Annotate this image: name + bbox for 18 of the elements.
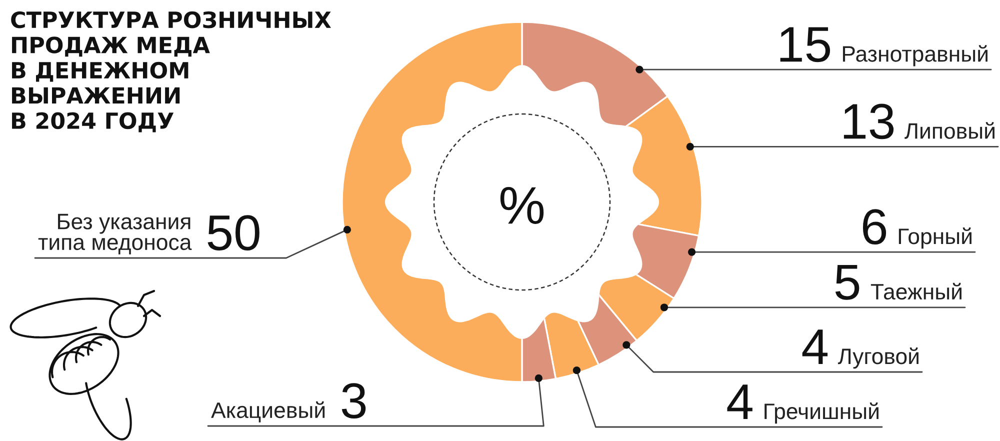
data-label: 3 xyxy=(342,383,366,418)
slice-label: Горный xyxy=(898,228,972,249)
slice-label: Липовый xyxy=(904,122,994,139)
data-label: 15 xyxy=(780,27,830,62)
data-label: 4 xyxy=(802,330,828,364)
slice-label: Гречишный xyxy=(764,402,878,424)
data-label: 50 xyxy=(208,215,260,250)
data-label: 5 xyxy=(835,264,860,300)
text: % xyxy=(500,187,544,224)
data-label: 4 xyxy=(727,384,752,419)
data-label: 6 xyxy=(862,209,886,245)
slice-label: Луговой xyxy=(838,348,918,369)
slice-label: Таежный xyxy=(870,282,962,300)
slice-label: Разнотравный xyxy=(842,45,988,66)
text: СТРУКТУРА РОЗНИЧНЫХ ПРОДАЖ МЕДА В ДЕНЕЖНОМ ВЫРАЖЕНИИ В 2024 ГОДУ xyxy=(11,11,331,132)
data-label: 13 xyxy=(844,104,894,140)
slice-label: Без указания типа медоноса xyxy=(38,214,192,254)
slice-label: Акациевый xyxy=(211,401,325,422)
